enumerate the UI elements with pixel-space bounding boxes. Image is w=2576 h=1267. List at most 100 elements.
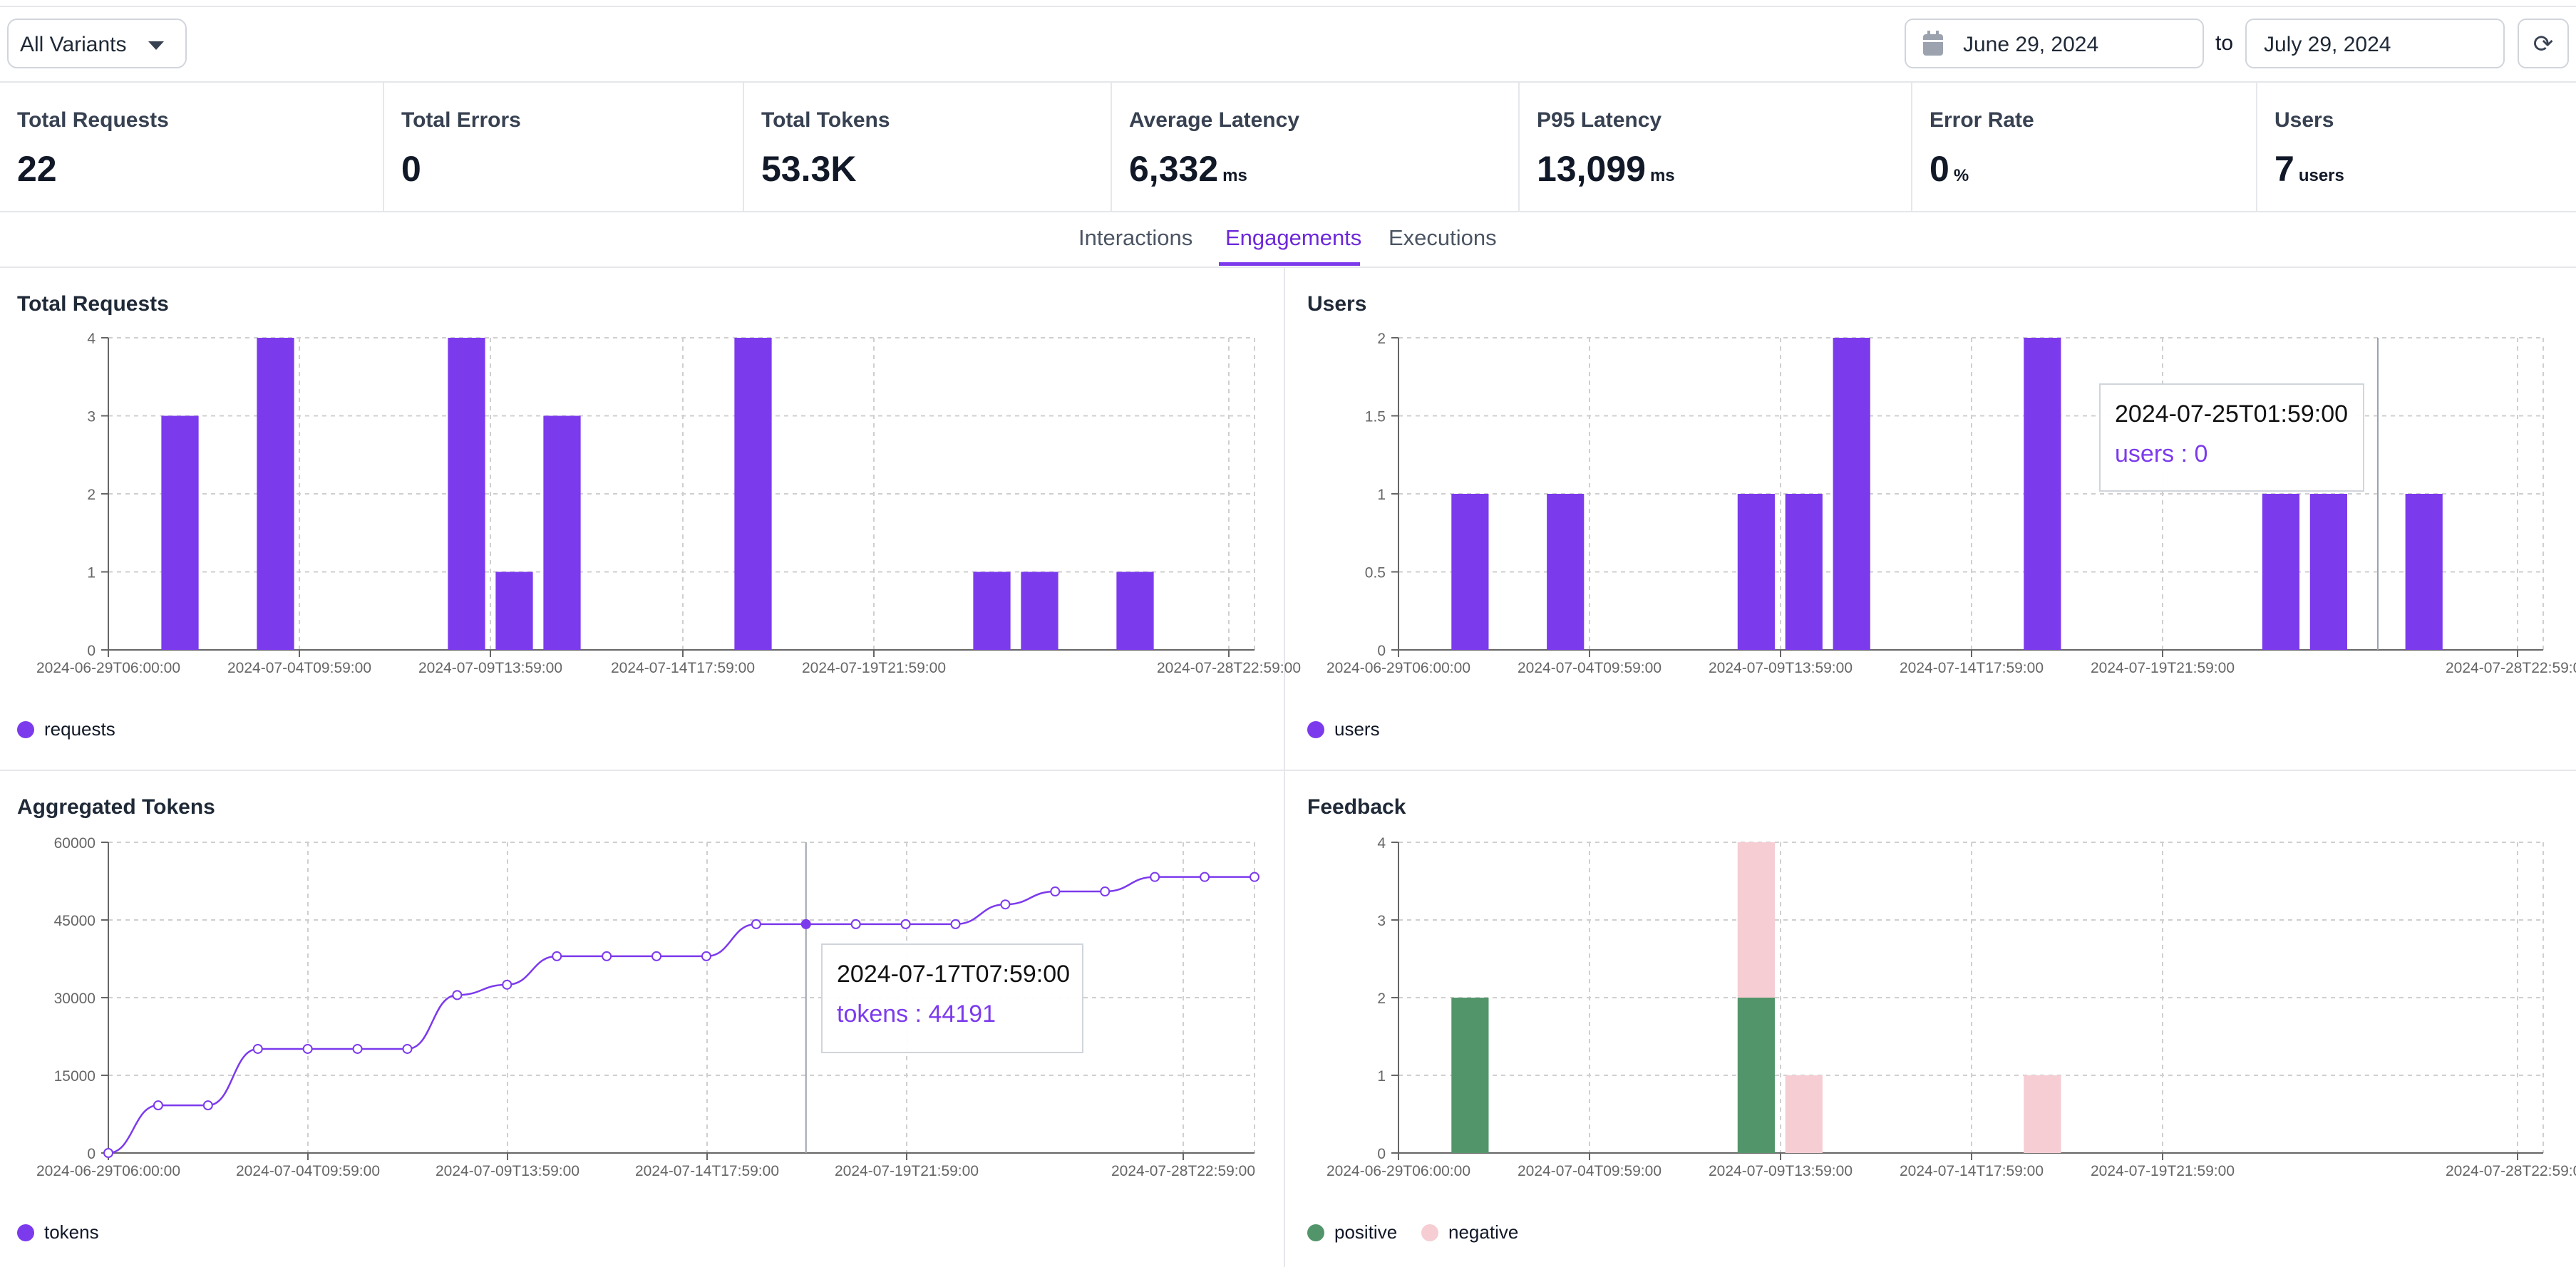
y-tick-label: 0 — [1377, 1146, 1386, 1162]
calendar-icon — [1923, 31, 1943, 56]
y-tick-label: 0 — [87, 1146, 96, 1162]
stat-value: 7 users — [2274, 149, 2344, 189]
legend-label: positive — [1334, 1221, 1398, 1243]
end-date-picker[interactable]: July 29, 2024 — [2245, 19, 2505, 68]
x-tick-label: 2024-07-04T09:59:00 — [1518, 1163, 1661, 1179]
stat-average-latency: Average Latency 6,332 ms — [1112, 83, 1520, 211]
x-tick-label: 2024-07-28T22:59:00 — [1111, 1163, 1255, 1179]
tokens-point — [302, 1043, 313, 1054]
start-date-value: June 29, 2024 — [1963, 33, 2099, 56]
negative-bar — [1737, 842, 1775, 998]
stat-value: 0 — [401, 149, 421, 189]
chart-feedback: 0 1 2 3 4 2024-06-29T06:00:00 2024-07-04T09:59… — [1326, 835, 2576, 1179]
stat-unit: % — [1953, 166, 1969, 185]
x-tick-label: 2024-06-29T06:00:00 — [36, 660, 180, 676]
panel-title-aggregated-tokens: Aggregated Tokens — [17, 795, 215, 819]
tab-executions[interactable]: Executions — [1389, 225, 1497, 250]
variant-select[interactable]: All Variants — [7, 19, 187, 68]
users-bar — [1737, 494, 1775, 650]
legend-users[interactable]: users — [1307, 718, 1380, 740]
stat-value: 6,332 ms — [1129, 149, 1247, 189]
x-tick-label: 2024-07-04T09:59:00 — [1518, 660, 1661, 676]
tab-bar: Interactions Engagements Executions — [0, 212, 2576, 268]
requests-bar — [495, 572, 533, 650]
tokens-point — [1250, 872, 1259, 882]
requests-bar — [543, 415, 581, 650]
x-tick-label: 2024-07-19T21:59:00 — [835, 1163, 979, 1179]
x-tick-label: 2024-07-19T21:59:00 — [2091, 1163, 2235, 1179]
panel-divider-horizontal — [0, 770, 2576, 771]
users-tooltip: 2024-07-25T01:59:00 users : 0 — [2099, 383, 2364, 492]
x-tick-label: 2024-07-14T17:59:00 — [635, 1163, 779, 1179]
legend-tokens[interactable]: tokens — [17, 1221, 99, 1243]
tokens-point — [252, 1043, 263, 1054]
x-tick-label: 2024-07-04T09:59:00 — [236, 1163, 380, 1179]
users-bar — [1451, 494, 1489, 650]
users-bar — [2405, 494, 2443, 650]
stat-total-tokens: Total Tokens 53.3K — [744, 83, 1112, 211]
tokens-point — [950, 919, 961, 929]
requests-bar — [1021, 572, 1058, 650]
date-range-separator: to — [2215, 31, 2234, 55]
stat-value: 0% — [1930, 149, 1969, 189]
tokens-point — [1100, 886, 1111, 897]
start-date-picker[interactable]: June 29, 2024 — [1905, 19, 2204, 68]
refresh-button[interactable]: ⟳ — [2518, 19, 2569, 68]
requests-bar — [257, 338, 294, 650]
x-tick-label: 2024-07-28T22:59:00 — [2446, 660, 2576, 676]
stat-title: Total Errors — [401, 108, 521, 132]
tab-interactions[interactable]: Interactions — [1078, 225, 1193, 250]
y-tick-label: 4 — [87, 331, 96, 347]
variant-select-label: All Variants — [20, 33, 127, 56]
stat-title: Total Tokens — [761, 108, 890, 132]
users-bar — [1785, 494, 1823, 650]
x-tick-label: 2024-07-14T17:59:00 — [1900, 1163, 2044, 1179]
x-tick-label: 2024-07-28T22:59:00 — [1157, 660, 1301, 676]
legend-swatch — [1307, 1224, 1324, 1241]
requests-bar — [734, 338, 772, 650]
panel-title-users: Users — [1307, 292, 1367, 316]
y-tick-label: 15000 — [54, 1068, 96, 1085]
tab-engagements[interactable]: Engagements — [1225, 225, 1362, 250]
y-tick-label: 1 — [87, 565, 96, 581]
tokens-point — [1000, 899, 1011, 910]
y-tick-label: 2 — [87, 487, 96, 503]
tokens-point — [103, 1148, 113, 1158]
tokens-point-active — [800, 919, 811, 929]
users-bar — [2262, 494, 2300, 650]
negative-bar — [2024, 1075, 2061, 1153]
legend-swatch — [17, 721, 34, 738]
chart-tokens: 0 15000 30000 45000 60000 2024-06-29T06:00:00… — [36, 835, 1259, 1179]
tokens-point — [1150, 872, 1160, 882]
active-tab-indicator — [1219, 262, 1360, 266]
y-tick-label: 2 — [1377, 331, 1386, 347]
tokens-point — [352, 1043, 363, 1054]
requests-bar — [161, 415, 199, 650]
chart-users: 0 0.5 1 1.5 2 2024-06-29T06:00:00 2024-07-04T0… — [1326, 331, 2576, 676]
legend-requests[interactable]: requests — [17, 718, 115, 740]
y-tick-label: 2 — [1377, 991, 1386, 1007]
refresh-icon: ⟳ — [2533, 31, 2554, 58]
stat-value: 22 — [17, 149, 57, 189]
negative-bar — [1785, 1075, 1823, 1153]
stat-value: 53.3K — [761, 149, 857, 189]
legend-label: negative — [1448, 1221, 1519, 1243]
users-bar — [2309, 494, 2347, 650]
top-border — [0, 6, 2576, 7]
legend-negative[interactable]: negative — [1421, 1221, 1518, 1243]
y-tick-label: 0 — [87, 643, 96, 659]
legend-positive[interactable]: positive — [1307, 1221, 1397, 1243]
end-date-value: July 29, 2024 — [2264, 33, 2391, 56]
stat-value: 13,099 ms — [1537, 149, 1675, 189]
requests-bar — [448, 338, 485, 650]
stat-unit: users — [2298, 166, 2344, 185]
y-tick-label: 4 — [1377, 835, 1386, 852]
tooltip-label: 2024-07-25T01:59:00 — [2115, 400, 2349, 428]
stat-total-errors: Total Errors 0 — [384, 83, 744, 211]
tokens-point — [502, 979, 512, 990]
y-tick-label: 1.5 — [1365, 409, 1386, 425]
x-tick-label: 2024-07-28T22:59:00 — [2446, 1163, 2576, 1179]
tokens-point — [751, 919, 761, 929]
tokens-point — [900, 919, 911, 929]
tokens-point — [651, 951, 662, 961]
